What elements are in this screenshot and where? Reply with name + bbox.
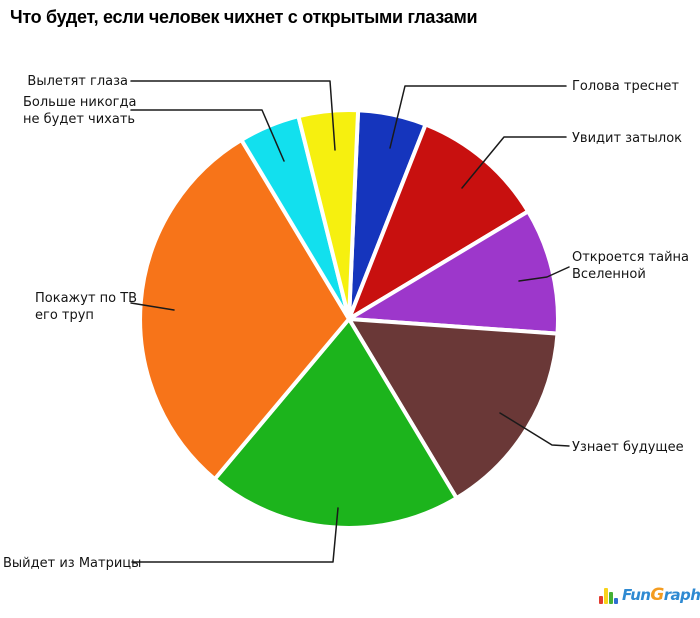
pie-slice-eyes-fly-out [296,108,361,321]
label-exit-matrix: Выйдет из Матрицы [3,556,142,571]
leader-line-see-own-back [461,136,567,189]
leader-line-corpse-on-tv [130,302,175,311]
fungraph-logo-text-g: G [650,585,664,605]
leader-line-learn-future [499,412,570,447]
label-learn-future: Узнает будущее [572,440,684,455]
pie-slice-corpse-on-tv [138,137,351,482]
leader-line-never-sneeze [130,109,285,162]
label-eyes-fly-out: Вылетят глаза [27,74,128,89]
leader-line-eyes-fly-out [130,80,336,151]
label-see-own-back: Увидит затылок [572,131,683,146]
leader-line-exit-matrix [131,507,339,563]
fungraph-logo-text-raph: raph [663,586,700,604]
page-title: Что будет, если человек чихнет с открыты… [10,7,478,27]
label-never-sneeze: Больше никогда не будет чихать [23,95,137,127]
label-corpse-on-tv: Покажут по ТВ его труп [35,291,138,323]
pie-slice-learn-future [347,317,560,501]
fungraph-logo-text-fun: Fun [622,586,651,604]
fungraph-logo-text: FunGraph [622,586,700,605]
label-head-crack: Голова треснет [572,79,679,94]
leader-line-head-crack [389,85,567,149]
fungraph-logo-icon [599,588,618,604]
pie-wedges [138,108,560,530]
pie-slice-universe-secret [347,209,560,336]
fungraph-logo: FunGraph [598,586,700,605]
pie-slice-exit-matrix [212,317,459,530]
leader-line-universe-secret [518,266,570,282]
pie-slice-see-own-back [347,122,531,321]
label-universe-secret: Откроется тайна Вселенной [572,250,689,282]
